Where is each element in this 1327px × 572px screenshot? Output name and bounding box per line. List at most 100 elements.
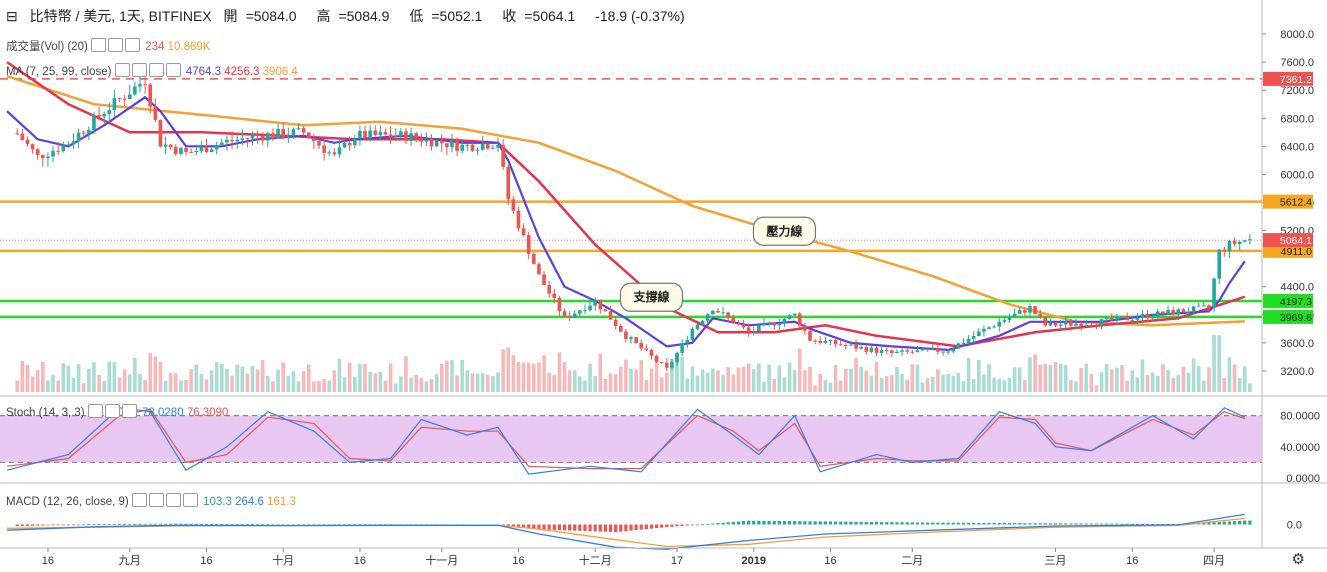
candle-body (66, 144, 71, 146)
volume-bar (1237, 378, 1242, 392)
gear-icon[interactable] (104, 404, 120, 418)
settings-gear-icon[interactable]: ⚙ (1291, 551, 1305, 568)
candle-body (772, 322, 777, 326)
volume-bar (511, 355, 516, 392)
close-icon[interactable] (125, 38, 140, 52)
macd-histogram-bar (828, 521, 833, 525)
candle-body (700, 320, 705, 325)
code-icon[interactable] (165, 493, 181, 507)
macd-histogram-bar (941, 522, 945, 525)
volume-bar (81, 383, 86, 392)
candle-body (306, 132, 311, 139)
volume-bar (97, 374, 101, 392)
gear-icon[interactable] (148, 493, 164, 507)
macd-histogram-bar (1043, 523, 1047, 525)
volume-indicator-legend[interactable]: 成交量(Vol) (20) 234 10.869K (6, 38, 210, 54)
close-icon[interactable] (165, 63, 181, 77)
volume-bar (1232, 364, 1237, 392)
volume-bar (1191, 358, 1196, 392)
candle-body (20, 133, 25, 140)
candle-body (342, 142, 347, 148)
candle-body (803, 325, 807, 331)
time-tick-label: 16 (1126, 555, 1138, 567)
stoch-d-line (6, 408, 1245, 470)
macd-histogram-bar (1212, 522, 1216, 525)
candle-body (598, 299, 603, 310)
candle-body (501, 144, 505, 167)
volume-bar (521, 362, 526, 392)
volume-bar (25, 365, 30, 392)
stoch-indicator-legend[interactable]: Stoch (14, 3, 3) 78.0280 76.3090 (6, 404, 228, 419)
price-line-label: 4911.0 (1281, 246, 1312, 258)
candle-body (1248, 239, 1252, 241)
volume-bar (399, 376, 403, 392)
callout-bubble (619, 282, 684, 312)
volume-bar (588, 363, 592, 392)
eye-icon[interactable] (87, 404, 103, 418)
volume-bar (173, 373, 178, 392)
ma-indicator-legend[interactable]: MA (7, 25, 99, close) 4764.3 4256.3 3906… (6, 63, 298, 78)
candle-body (736, 323, 741, 325)
volume-bar (936, 369, 940, 392)
macd-histogram-bar (951, 522, 955, 525)
macd-histogram-bar (516, 524, 521, 527)
macd-histogram-bar (92, 524, 96, 525)
collapse-icon[interactable]: ⊟ (6, 8, 18, 24)
volume-bar (624, 359, 628, 392)
candle-body (1237, 241, 1242, 244)
eye-icon[interactable] (91, 38, 106, 52)
volume-bar (363, 363, 367, 392)
candle-body (557, 298, 562, 312)
macd-histogram-bar (695, 524, 700, 526)
candle-body (173, 147, 178, 155)
time-tick-label: 十一月 (425, 553, 458, 567)
candle-body (757, 325, 761, 332)
volume-bar (567, 370, 572, 392)
symbol-label[interactable]: 比特幣 / 美元, 1天, BITFINEX (29, 8, 212, 24)
close-icon[interactable] (121, 404, 137, 418)
gear-icon[interactable] (131, 63, 147, 77)
macd-histogram-bar (823, 521, 827, 525)
macd-histogram-bar (1038, 523, 1042, 525)
volume-bar (1196, 366, 1201, 392)
volume-bar (1125, 380, 1129, 392)
volume-bar (1094, 385, 1099, 392)
volume-bar (235, 364, 239, 392)
candle-body (562, 311, 567, 316)
candle-body (439, 140, 444, 144)
macd-histogram-bar (158, 523, 163, 525)
volume-bar (680, 357, 684, 392)
candle-body (705, 314, 710, 321)
macd-histogram-bar (772, 520, 776, 525)
eye-icon[interactable] (131, 493, 147, 507)
volume-bar (322, 378, 326, 392)
ma25-line (6, 61, 1246, 348)
macd-histogram-bar (77, 524, 81, 526)
macd-indicator-legend[interactable]: MACD (12, 26, close, 9) 103.3 264.6 161.… (6, 493, 296, 508)
macd-histogram-bar (920, 522, 925, 525)
macd-histogram-bar (286, 524, 290, 526)
close-icon[interactable] (182, 493, 198, 507)
macd-histogram-bar (1151, 523, 1155, 525)
volume-bar (158, 361, 163, 392)
eye-icon[interactable] (114, 63, 130, 77)
volume-bar (1181, 366, 1186, 392)
volume-bar (240, 366, 245, 392)
code-icon[interactable] (148, 63, 164, 77)
gear-icon[interactable] (108, 38, 123, 52)
volume-bar (721, 374, 725, 392)
macd-histogram-bar (890, 522, 894, 525)
volume-bar (163, 380, 168, 392)
volume-bar (179, 380, 183, 392)
volume-bar (168, 372, 173, 392)
candle-body (1135, 317, 1140, 320)
candle-body (1171, 310, 1175, 315)
volume-bar (629, 368, 633, 392)
volume-bar (1150, 372, 1155, 392)
macd-histogram-bar (41, 524, 45, 526)
time-tick-label: 16 (200, 555, 212, 567)
volume-bar (547, 372, 551, 392)
volume-bar (30, 376, 35, 392)
candle-body (741, 324, 746, 328)
